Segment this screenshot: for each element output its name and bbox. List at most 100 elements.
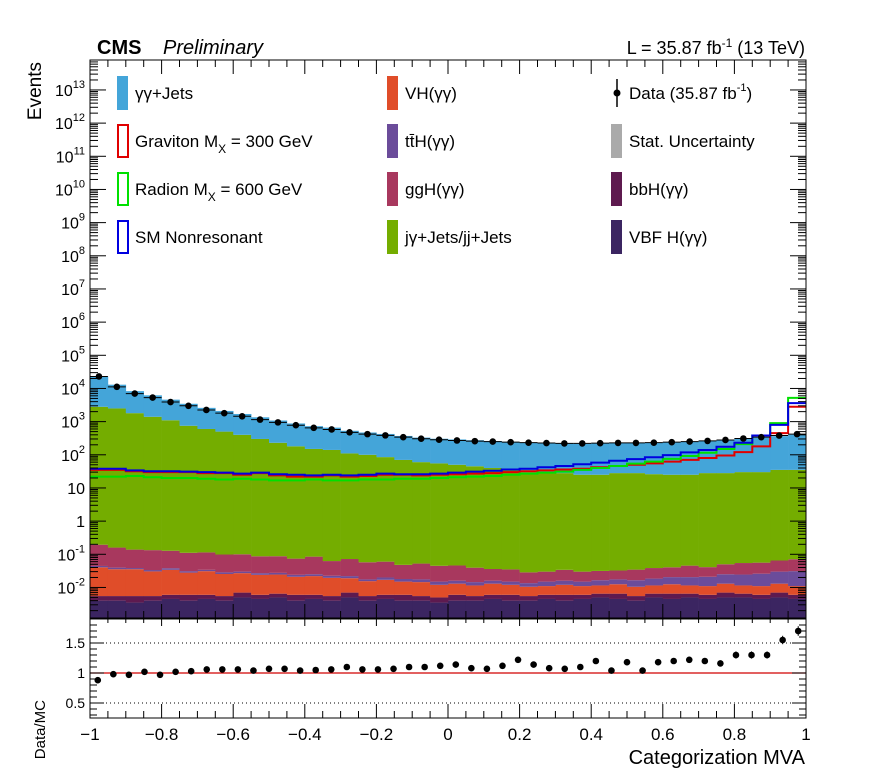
stack-bin <box>591 570 610 581</box>
stack-bin <box>286 576 306 595</box>
stack-bin <box>591 585 610 594</box>
stack-bin <box>591 597 610 618</box>
y-tick-label: 105 <box>61 344 85 365</box>
stack-bin <box>609 473 628 571</box>
stack-bin <box>161 568 180 570</box>
stack-bin <box>555 580 574 585</box>
stack-bin <box>286 594 306 601</box>
stack-bin <box>465 582 485 586</box>
data-point <box>632 439 640 447</box>
stack-bin <box>412 563 431 580</box>
stack-bin <box>322 449 341 562</box>
stack-bin <box>644 568 664 579</box>
stack-bin <box>573 443 592 475</box>
data-point <box>650 439 658 446</box>
data-point <box>220 409 228 417</box>
stack-bin <box>412 437 431 463</box>
stack-bin <box>680 577 699 586</box>
stack-bin <box>286 423 306 447</box>
legend-swatch <box>117 124 129 158</box>
ratio-point <box>141 668 148 676</box>
stack-bin <box>465 585 485 597</box>
stack-bin <box>680 597 699 618</box>
x-tick-label: 0.6 <box>651 725 675 744</box>
stack-bin <box>143 570 162 572</box>
legend-label: SM Nonresonant <box>135 228 263 247</box>
legend-entry-vh: VH(γγ) <box>387 76 457 110</box>
stack-bin <box>322 427 341 450</box>
ratio-point <box>701 657 709 665</box>
stack-bin <box>358 432 377 455</box>
stack-bin <box>233 592 252 598</box>
stack-bin <box>627 600 646 618</box>
y-tick-label: 106 <box>61 311 85 332</box>
data-point <box>382 432 389 439</box>
stack-bin <box>609 593 628 599</box>
legend-entry-rad: Radion MX = 600 GeV <box>117 172 303 206</box>
stack-bin <box>251 417 270 439</box>
legend-label: γγ+Jets <box>135 84 193 103</box>
stack-bin <box>716 564 735 575</box>
stack-bin <box>358 454 377 563</box>
legend-entry-tth: tt̄H(γγ) <box>387 124 455 158</box>
stack-bin <box>340 576 359 579</box>
x-tick-label: −0.8 <box>145 725 179 744</box>
y-tick-label: 1013 <box>55 79 85 100</box>
stack-bin <box>251 574 270 595</box>
stack-bin <box>501 600 520 618</box>
legend-swatch <box>117 220 129 254</box>
stack-bin <box>734 472 753 564</box>
ratio-point <box>421 663 428 671</box>
stack-bin <box>269 556 288 573</box>
stack-bin <box>125 549 144 569</box>
ratio-point <box>359 666 366 673</box>
data-point <box>775 432 783 439</box>
stack-bin <box>107 408 127 548</box>
stack-bin <box>680 593 699 598</box>
stack-bin <box>609 584 628 594</box>
ratio-point <box>530 661 537 668</box>
data-point <box>167 398 174 406</box>
stack-bin <box>555 473 574 570</box>
stack-bin <box>251 573 270 575</box>
stack-bin <box>537 598 556 618</box>
ratio-point <box>794 627 802 635</box>
stack-bin <box>322 575 341 578</box>
stack-bin <box>358 579 377 582</box>
data-point <box>614 439 622 447</box>
stack-bin <box>465 567 485 583</box>
stack-bin <box>394 578 413 582</box>
stack-bin <box>483 441 502 468</box>
legend-entry-data: Data (35.87 fb-1) <box>613 79 752 107</box>
stack-bin <box>609 579 628 585</box>
stack-bin <box>376 433 395 458</box>
ratio-layer <box>90 626 806 704</box>
stack-bin <box>644 593 664 598</box>
stack-bin <box>519 442 538 473</box>
stack-bin <box>376 577 395 580</box>
signal-layer <box>90 396 806 482</box>
stack-bin <box>483 598 502 618</box>
stack-bin <box>662 593 681 599</box>
stack-bin <box>125 413 144 550</box>
legend-swatch <box>387 76 398 110</box>
ratio-point <box>172 668 179 676</box>
ratio-point <box>110 670 117 678</box>
stack-bin <box>197 569 216 572</box>
stack-bin <box>125 391 144 414</box>
stack-bin <box>143 395 162 417</box>
lumi-label: L = 35.87 fb-1 (13 TeV) <box>627 36 805 58</box>
stack-bin <box>286 574 306 577</box>
stack-bin <box>627 569 646 581</box>
stack-bin <box>501 469 520 570</box>
stack-bin <box>322 577 341 597</box>
ratio-point <box>763 651 771 659</box>
stack-bin <box>788 586 807 595</box>
stack-bin <box>251 598 270 618</box>
stack-bin <box>788 598 807 618</box>
stack-bin <box>680 441 699 475</box>
legend-label: tt̄H(γγ) <box>405 132 455 151</box>
stack-bin <box>501 569 520 582</box>
stack-bin <box>304 556 323 575</box>
stack-bin <box>90 376 109 407</box>
